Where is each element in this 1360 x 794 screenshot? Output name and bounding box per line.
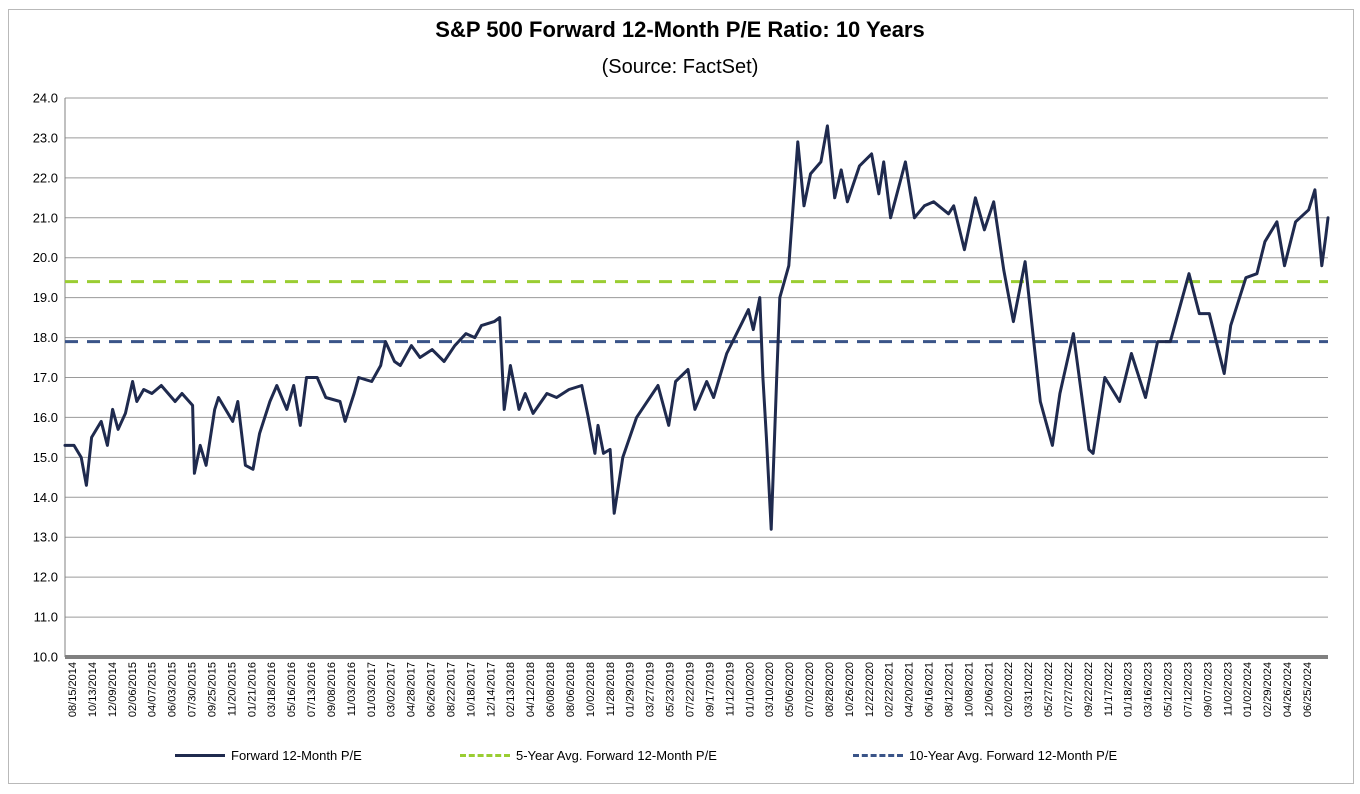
x-tick-label: 12/14/2017 bbox=[485, 662, 497, 717]
x-tick-label: 02/06/2015 bbox=[127, 662, 139, 717]
x-tick-label: 05/16/2016 bbox=[286, 662, 298, 717]
x-tick-label: 03/10/2020 bbox=[764, 662, 776, 717]
x-tick-label: 01/03/2017 bbox=[366, 662, 378, 717]
y-tick-label: 10.0 bbox=[33, 650, 58, 665]
x-tick-label: 06/03/2015 bbox=[167, 662, 179, 717]
y-tick-label: 23.0 bbox=[33, 130, 58, 145]
x-tick-label: 07/30/2015 bbox=[187, 662, 199, 717]
x-tick-label: 04/20/2021 bbox=[904, 662, 916, 717]
y-tick-label: 17.0 bbox=[33, 370, 58, 385]
x-tick-label: 11/17/2022 bbox=[1103, 662, 1115, 716]
y-tick-label: 18.0 bbox=[33, 330, 58, 345]
x-tick-label: 02/22/2021 bbox=[884, 662, 896, 717]
x-tick-label: 07/27/2022 bbox=[1063, 662, 1075, 717]
x-tick-label: 04/28/2017 bbox=[406, 662, 418, 717]
legend-swatch-5yr-avg bbox=[460, 754, 510, 757]
x-tick-label: 06/08/2018 bbox=[545, 662, 557, 717]
x-tick-label: 11/03/2016 bbox=[346, 662, 358, 716]
x-tick-label: 11/28/2018 bbox=[605, 662, 617, 716]
y-tick-label: 15.0 bbox=[33, 450, 58, 465]
y-tick-label: 21.0 bbox=[33, 210, 58, 225]
y-tick-label: 14.0 bbox=[33, 490, 58, 505]
legend-item-forward-pe: Forward 12-Month P/E bbox=[175, 748, 362, 763]
x-tick-label: 03/27/2019 bbox=[645, 662, 657, 717]
legend: Forward 12-Month P/E 5-Year Avg. Forward… bbox=[0, 748, 1360, 768]
x-tick-label: 10/26/2020 bbox=[844, 662, 856, 717]
y-tick-label: 20.0 bbox=[33, 250, 58, 265]
legend-item-10yr-avg: 10-Year Avg. Forward 12-Month P/E bbox=[853, 748, 1117, 763]
series-layer bbox=[63, 124, 1330, 531]
x-tick-label: 06/26/2017 bbox=[426, 662, 438, 717]
legend-label-10yr-avg: 10-Year Avg. Forward 12-Month P/E bbox=[909, 748, 1118, 763]
x-tick-label: 09/17/2019 bbox=[704, 662, 716, 717]
x-tick-label: 08/12/2021 bbox=[943, 662, 955, 717]
x-tick-label: 08/06/2018 bbox=[565, 662, 577, 717]
x-tick-label: 01/18/2023 bbox=[1123, 662, 1135, 717]
x-tick-label: 01/21/2016 bbox=[246, 662, 258, 717]
x-tick-label: 05/23/2019 bbox=[665, 662, 677, 717]
x-tick-label: 05/27/2022 bbox=[1043, 662, 1055, 717]
x-tick-label: 06/25/2024 bbox=[1302, 662, 1314, 717]
x-tick-label: 02/29/2024 bbox=[1262, 662, 1274, 717]
y-tick-label: 19.0 bbox=[33, 290, 58, 305]
x-tick-label: 06/16/2021 bbox=[924, 662, 936, 717]
y-tick-label: 13.0 bbox=[33, 530, 58, 545]
x-tick-label: 12/06/2021 bbox=[983, 662, 995, 717]
legend-swatch-forward-pe bbox=[175, 754, 225, 757]
x-tick-label: 09/08/2016 bbox=[326, 662, 338, 717]
x-tick-label: 04/26/2024 bbox=[1282, 662, 1294, 717]
x-tick-label: 11/02/2023 bbox=[1222, 662, 1234, 716]
x-tick-label: 07/13/2016 bbox=[306, 662, 318, 717]
legend-item-5yr-avg: 5-Year Avg. Forward 12-Month P/E bbox=[460, 748, 717, 763]
x-tick-label: 11/20/2015 bbox=[226, 662, 238, 716]
legend-label-forward-pe: Forward 12-Month P/E bbox=[231, 748, 362, 763]
x-tick-label: 12/09/2014 bbox=[107, 662, 119, 717]
x-tick-label: 10/13/2014 bbox=[87, 662, 99, 717]
x-tick-label: 04/12/2018 bbox=[525, 662, 537, 717]
x-tick-label: 03/16/2023 bbox=[1143, 662, 1155, 717]
y-axis: 10.0 11.0 12.0 13.0 14.0 15.0 16.0 17.0 18.0 19.0… bbox=[33, 91, 66, 665]
x-tick-label: 03/02/2017 bbox=[386, 662, 398, 717]
x-tick-label: 01/10/2020 bbox=[744, 662, 756, 717]
x-tick-label: 10/08/2021 bbox=[963, 662, 975, 717]
y-tick-label: 16.0 bbox=[33, 410, 58, 425]
y-tick-label: 12.0 bbox=[33, 570, 58, 585]
y-tick-label: 24.0 bbox=[33, 91, 58, 106]
forward-pe-line bbox=[63, 124, 1330, 531]
x-tick-label: 04/07/2015 bbox=[147, 662, 159, 717]
x-tick-label: 07/12/2023 bbox=[1182, 662, 1194, 717]
x-tick-label: 03/31/2022 bbox=[1023, 662, 1035, 717]
x-tick-label: 09/22/2022 bbox=[1083, 662, 1095, 717]
x-tick-label: 01/02/2024 bbox=[1242, 662, 1254, 717]
x-tick-label: 08/22/2017 bbox=[445, 662, 457, 717]
chart-title: S&P 500 Forward 12-Month P/E Ratio: 10 Y… bbox=[435, 17, 925, 42]
x-axis: 08/15/2014 10/13/2014 12/09/2014 02/06/2015… bbox=[65, 655, 1328, 717]
legend-label-5yr-avg: 5-Year Avg. Forward 12-Month P/E bbox=[516, 748, 717, 763]
gridlines bbox=[65, 97, 1328, 618]
x-tick-label: 01/29/2019 bbox=[625, 662, 637, 717]
chart-subtitle: (Source: FactSet) bbox=[601, 56, 759, 78]
x-tick-label: 05/12/2023 bbox=[1163, 662, 1175, 717]
x-tick-label: 11/12/2019 bbox=[724, 662, 736, 716]
legend-swatch-10yr-avg bbox=[853, 754, 903, 757]
x-tick-label: 02/13/2018 bbox=[505, 662, 517, 717]
x-tick-label: 09/25/2015 bbox=[206, 662, 218, 717]
y-tick-label: 22.0 bbox=[33, 170, 58, 185]
y-tick-label: 11.0 bbox=[34, 610, 58, 625]
x-tick-label: 02/02/2022 bbox=[1003, 662, 1015, 717]
x-tick-label: 10/02/2018 bbox=[585, 662, 597, 717]
x-tick-label: 05/06/2020 bbox=[784, 662, 796, 717]
x-tick-label: 08/28/2020 bbox=[824, 662, 836, 717]
x-tick-label: 12/22/2020 bbox=[864, 662, 876, 717]
x-tick-label: 07/02/2020 bbox=[804, 662, 816, 717]
x-tick-label: 10/18/2017 bbox=[465, 662, 477, 717]
x-tick-label: 08/15/2014 bbox=[67, 662, 79, 717]
x-tick-label: 07/22/2019 bbox=[685, 662, 697, 717]
x-tick-label: 09/07/2023 bbox=[1202, 662, 1214, 717]
x-tick-label: 03/18/2016 bbox=[266, 662, 278, 717]
